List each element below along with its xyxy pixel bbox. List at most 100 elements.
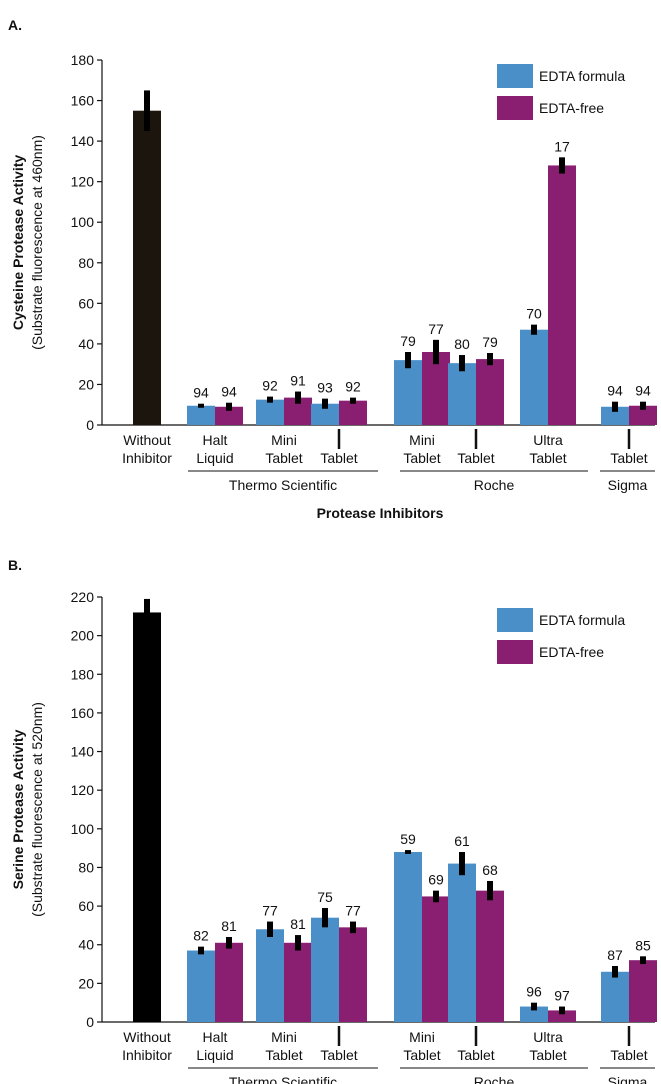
category-label-line1: Mini	[409, 1029, 435, 1045]
data-label: 87	[607, 947, 623, 963]
group-label: Sigma	[608, 477, 648, 493]
data-label: 79	[400, 333, 416, 349]
category-label-line2: Tablet	[610, 1047, 647, 1063]
y-tick-label: 60	[78, 295, 94, 311]
bar-edta-formula	[394, 360, 422, 425]
category-label-line2: Tablet	[610, 450, 647, 466]
category-label-line2: Tablet	[320, 1047, 357, 1063]
data-label: 92	[262, 378, 278, 394]
data-label: 80	[454, 336, 470, 352]
legend-label: EDTA-free	[539, 100, 604, 116]
category-label-line2: Tablet	[457, 1047, 494, 1063]
y-tick-label: 180	[71, 52, 95, 68]
control-label-line2: Inhibitor	[122, 1047, 172, 1063]
category-label-line2: Tablet	[457, 450, 494, 466]
bar-edta-formula	[256, 400, 284, 425]
group-label: Roche	[474, 477, 515, 493]
bar-edta-free	[339, 927, 367, 1022]
y-tick-label: 40	[78, 336, 94, 352]
bar-edta-formula	[187, 951, 215, 1022]
legend-swatch-edta-formula	[497, 608, 533, 632]
y-tick-label: 160	[71, 705, 95, 721]
data-label: 82	[193, 928, 209, 944]
category-label-line2: Tablet	[529, 1047, 566, 1063]
control-label-line1: Without	[123, 432, 171, 448]
bar-edta-free	[476, 359, 504, 425]
data-label: 94	[607, 383, 623, 399]
control-label-line1: Without	[123, 1029, 171, 1045]
y-tick-label: 100	[71, 214, 95, 230]
bar-edta-formula	[187, 406, 215, 425]
data-label: 77	[345, 903, 361, 919]
data-label: 70	[526, 306, 542, 322]
bar-edta-formula	[601, 972, 629, 1022]
y-tick-label: 200	[71, 628, 95, 644]
y-axis-title: Cysteine Protease Activity	[10, 155, 26, 331]
y-axis-subtitle: (Substrate fluorescence at 520nm)	[29, 702, 45, 917]
legend-swatch-edta-free	[497, 96, 533, 120]
chart-panel-b: B. 0 20 40 60 80 100 120 140 160 180 200 220 Serine P…	[8, 557, 657, 1084]
y-tick-label: 0	[86, 417, 94, 433]
category-label-line1: Halt	[203, 432, 228, 448]
category-label-line2: Tablet	[403, 1047, 440, 1063]
control-bar	[133, 612, 161, 1022]
category-label-line1: Ultra	[533, 1029, 563, 1045]
category-label-line2: Liquid	[196, 450, 233, 466]
category-label-line2: Liquid	[196, 1047, 233, 1063]
y-tick-label: 120	[71, 174, 95, 190]
y-tick-label: 60	[78, 898, 94, 914]
control-label-line2: Inhibitor	[122, 450, 172, 466]
legend-swatch-edta-formula	[497, 64, 533, 88]
category-label-line2: Tablet	[265, 1047, 302, 1063]
data-label: 77	[262, 903, 278, 919]
category-label-line1: Mini	[271, 1029, 297, 1045]
y-tick-label: 140	[71, 133, 95, 149]
panel-label: A.	[8, 17, 22, 33]
group-label: Thermo Scientific	[229, 477, 337, 493]
data-label: 85	[635, 937, 651, 953]
y-tick-label: 140	[71, 744, 95, 760]
data-label: 96	[526, 984, 542, 1000]
data-label: 61	[454, 833, 470, 849]
bar-edta-formula	[256, 929, 284, 1022]
group-label: Roche	[474, 1074, 515, 1084]
y-tick-label: 40	[78, 937, 94, 953]
category-label-line2: Tablet	[403, 450, 440, 466]
bar-edta-free	[548, 165, 576, 425]
data-label: 69	[428, 872, 444, 888]
category-label-line2: Tablet	[265, 450, 302, 466]
bar-edta-free	[476, 891, 504, 1022]
y-tick-label: 80	[78, 255, 94, 271]
data-label: 81	[221, 918, 237, 934]
bar-edta-formula	[448, 363, 476, 425]
bar-edta-free	[629, 960, 657, 1022]
data-label: 81	[290, 916, 306, 932]
data-label: 59	[400, 831, 416, 847]
y-tick-label: 120	[71, 782, 95, 798]
data-label: 93	[317, 380, 333, 396]
data-label: 79	[482, 334, 498, 350]
bar-edta-free	[284, 943, 312, 1022]
group-label: Sigma	[608, 1074, 648, 1084]
legend-label: EDTA formula	[539, 612, 625, 628]
y-tick-label: 100	[71, 821, 95, 837]
data-label: 77	[428, 321, 444, 337]
chart-panel-a: A. 0 20 40 60 80 100 120 140 160 180 Cysteine Prote…	[8, 17, 657, 521]
y-tick-label: 20	[78, 376, 94, 392]
y-axis-subtitle: (Substrate fluorescence at 460nm)	[29, 135, 45, 350]
bar-edta-free	[339, 401, 367, 425]
group-label: Thermo Scientific	[229, 1074, 337, 1084]
bar-edta-formula	[394, 852, 422, 1022]
category-label-line1: Ultra	[533, 432, 563, 448]
bar-edta-formula	[448, 864, 476, 1022]
bar-edta-formula	[311, 918, 339, 1022]
category-label-line2: Tablet	[529, 450, 566, 466]
category-label-line1: Mini	[271, 432, 297, 448]
data-label: 91	[290, 373, 306, 389]
data-label: 94	[221, 384, 237, 400]
data-label: 94	[193, 385, 209, 401]
legend-label: EDTA-free	[539, 644, 604, 660]
data-label: 17	[554, 138, 570, 154]
bar-edta-formula	[520, 330, 548, 425]
